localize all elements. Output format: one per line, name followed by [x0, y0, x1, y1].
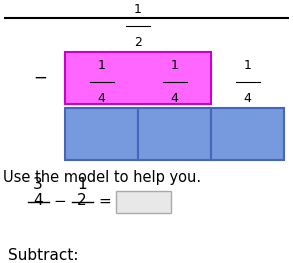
Text: =: =	[99, 194, 111, 209]
Bar	[65, 108, 138, 160]
Text: 2: 2	[134, 36, 142, 49]
Bar	[116, 191, 171, 213]
Text: Subtract:: Subtract:	[8, 248, 79, 263]
Text: 1: 1	[98, 59, 105, 72]
Text: 4: 4	[98, 92, 105, 105]
Text: 4: 4	[171, 92, 178, 105]
Text: −: −	[54, 194, 67, 209]
Text: 2: 2	[77, 193, 87, 208]
Text: 4: 4	[33, 193, 43, 208]
Text: 1: 1	[171, 59, 178, 72]
Text: 1: 1	[243, 59, 251, 72]
Text: Use the model to help you.: Use the model to help you.	[3, 170, 201, 185]
Text: 4: 4	[243, 92, 251, 105]
Bar	[65, 52, 211, 104]
Text: 1: 1	[77, 177, 87, 192]
Text: 3: 3	[33, 177, 43, 192]
Bar	[211, 108, 284, 160]
Bar	[138, 108, 211, 160]
Text: −: −	[33, 69, 47, 87]
Text: 1: 1	[134, 3, 142, 16]
